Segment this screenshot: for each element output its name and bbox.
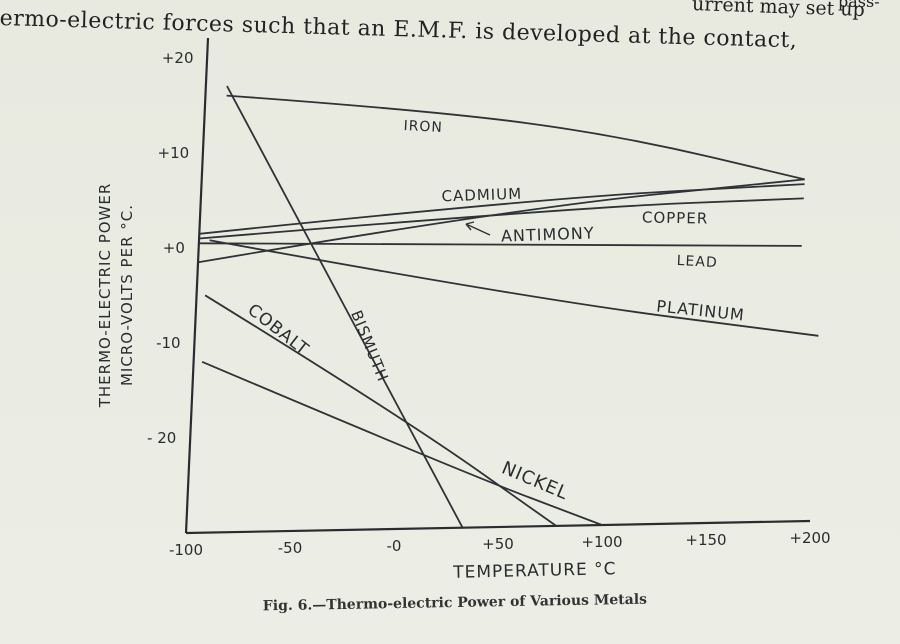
y-tick-group: +20 +10 +0 -10 - 20 (147, 49, 193, 447)
body-text-fragment: ermo-electric forces such that an E.M.F.… (0, 0, 900, 70)
series-line-copper (199, 197, 804, 240)
series-group (198, 85, 819, 529)
x-axis-label: TEMPERATURE °C (452, 559, 617, 583)
antimony-arrow-head (465, 221, 475, 231)
y-axis-label: THERMO-ELECTRIC POWER MICRO-VOLTS PER °C… (96, 183, 136, 409)
series-label-iron: IRON (403, 118, 443, 136)
x-axis (185, 519, 811, 535)
series-line-iron (226, 94, 805, 181)
y-axis-label-line1: THERMO-ELECTRIC POWER (96, 183, 114, 409)
series-label-cobalt: COBALT (244, 300, 313, 360)
y-axis-label-line2: MICRO-VOLTS PER °C. (118, 204, 136, 386)
series-label-cadmium: CADMIUM (441, 185, 522, 206)
body-text-fragment-corner: pass- (838, 0, 880, 11)
x-tick-label: +200 (789, 529, 830, 547)
series-label-bismuth: BISMUTH (347, 308, 392, 385)
antimony-arrow (465, 223, 491, 236)
y-tick-label: - 20 (147, 429, 176, 447)
series-label-nickel: NICKEL (499, 457, 572, 504)
x-tick-label: +150 (685, 531, 726, 549)
y-tick-label: -10 (156, 334, 181, 352)
x-tick-label: -100 (169, 541, 203, 559)
y-tick-label: +0 (163, 239, 185, 257)
y-axis (184, 37, 210, 534)
series-line-platinum (209, 239, 819, 337)
series-line-cobalt (204, 294, 557, 527)
x-tick-label: -0 (387, 537, 402, 555)
x-tick-label: +100 (581, 533, 622, 551)
series-label-copper: COPPER (642, 208, 709, 227)
series-label-antimony: ANTIMONY (501, 223, 595, 245)
series-line-lead (199, 242, 802, 247)
x-tick-label: -50 (278, 539, 303, 557)
figure-caption: Fig. 6.—Thermo-electric Power of Various… (263, 592, 647, 615)
series-label-lead: LEAD (676, 253, 718, 271)
series-line-nickel (201, 360, 603, 526)
series-line-antimony (199, 183, 805, 235)
x-tick-group: -100 -50 -0 +50 +100 +150 +200 (169, 529, 831, 559)
series-label-group: IRONCADMIUMCOPPERANTIMONYLEADPLATINUMBIS… (244, 118, 746, 504)
y-tick-label: +20 (162, 49, 194, 67)
y-tick-label: +10 (158, 144, 190, 162)
x-tick-label: +50 (482, 535, 514, 553)
